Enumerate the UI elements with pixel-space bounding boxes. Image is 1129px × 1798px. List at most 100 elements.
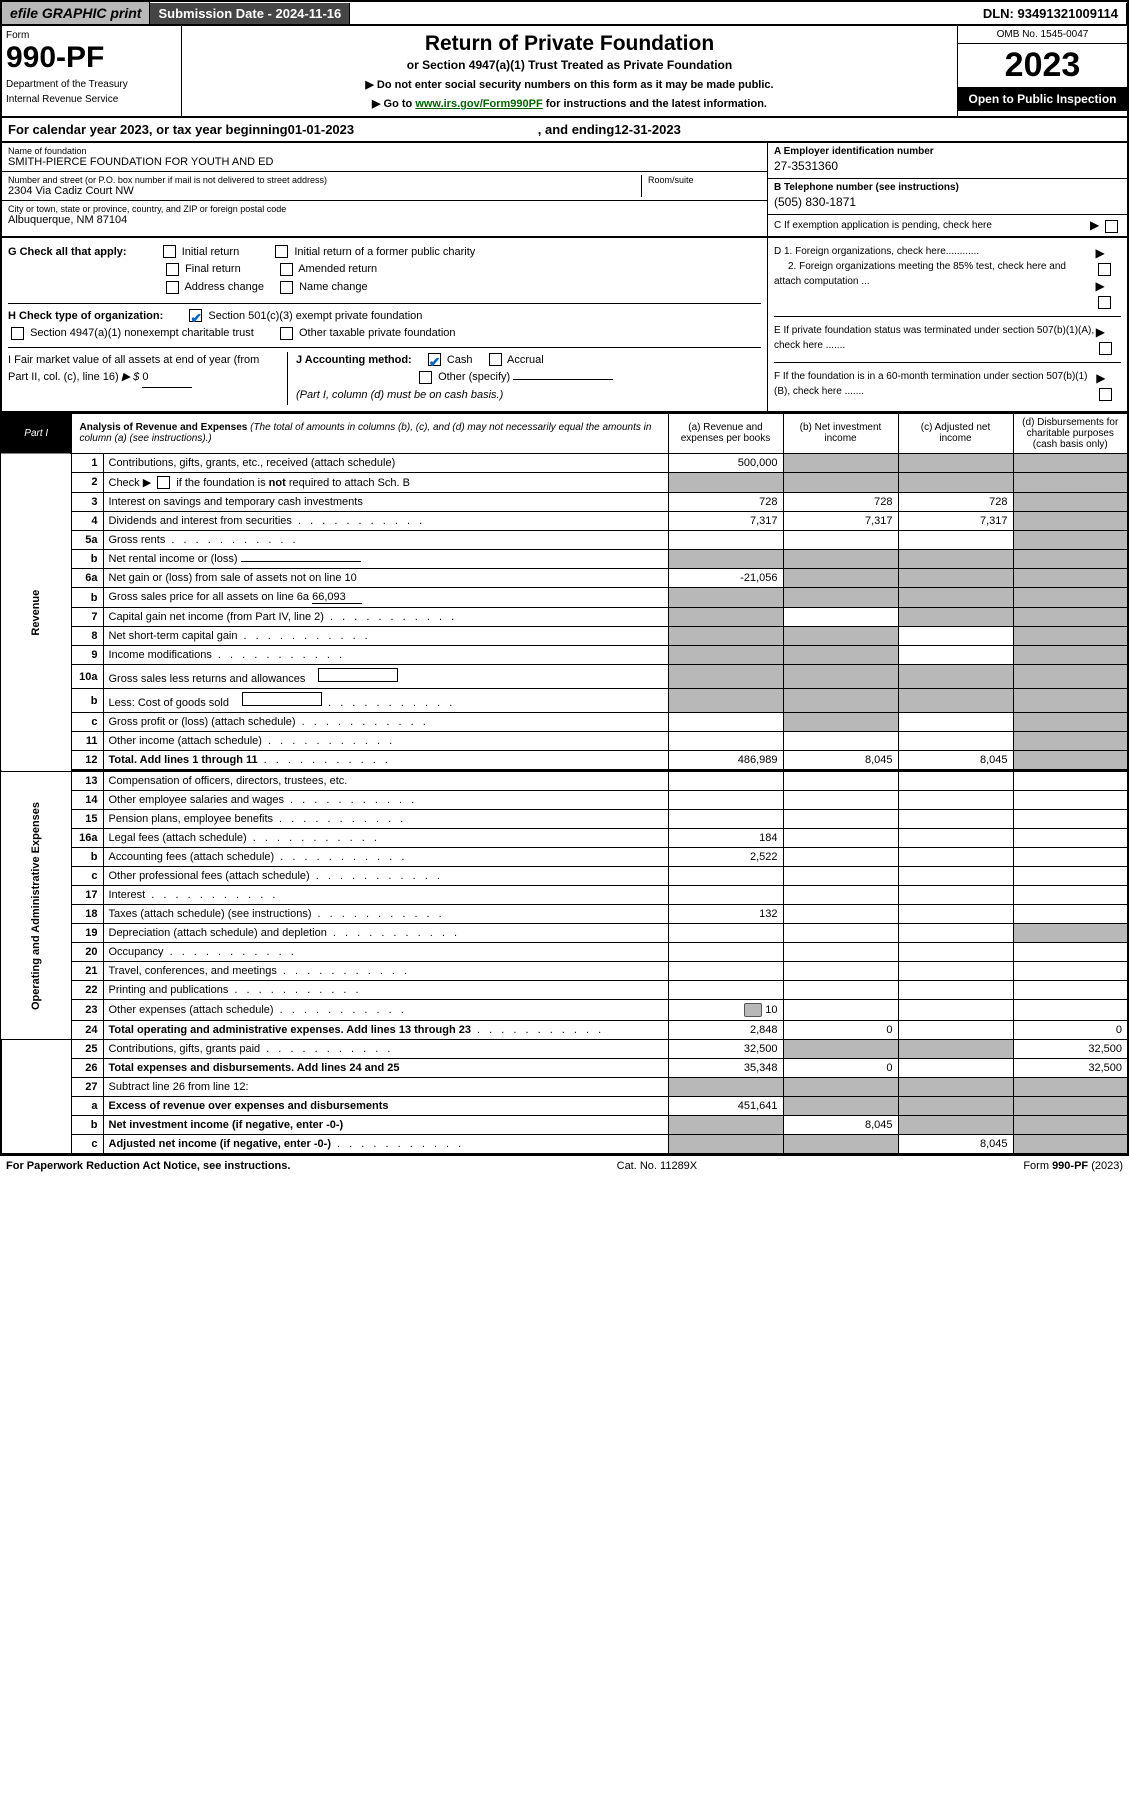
header-right: OMB No. 1545-0047 2023 Open to Public In… (957, 26, 1127, 116)
check-section: G Check all that apply: Initial return I… (0, 238, 1129, 413)
row-gross-sales: Gross sales less returns and allowances (103, 665, 668, 689)
form-ref: Form 990-PF (2023) (1023, 1160, 1123, 1172)
initial-public-checkbox[interactable] (275, 245, 288, 258)
row-occupancy: Occupancy (103, 943, 668, 962)
cash-basis-note: (Part I, column (d) must be on cash basi… (296, 389, 503, 401)
cash-checkbox[interactable] (428, 353, 441, 366)
col-a-header: (a) Revenue and expenses per books (668, 413, 783, 453)
d2-label: 2. Foreign organizations meeting the 85%… (774, 261, 1066, 287)
row-taxes: Taxes (attach schedule) (see instruction… (103, 905, 668, 924)
part1-label: Part I (1, 413, 71, 453)
row-excess: Excess of revenue over expenses and disb… (103, 1097, 668, 1116)
header-left: Form 990-PF Department of the Treasury I… (2, 26, 182, 116)
row-legal-fees: Legal fees (attach schedule) (103, 829, 668, 848)
row-adjusted-net: Adjusted net income (if negative, enter … (103, 1135, 668, 1155)
row-income-mods: Income modifications (103, 646, 668, 665)
row-sch-b: Check ▶ if the foundation is not require… (103, 472, 668, 493)
exemption-pending-label: C If exemption application is pending, c… (774, 220, 992, 231)
final-return-checkbox[interactable] (166, 263, 179, 276)
identification-block: Name of foundation SMITH-PIERCE FOUNDATI… (0, 143, 1129, 238)
name-change-checkbox[interactable] (280, 281, 293, 294)
row-travel: Travel, conferences, and meetings (103, 962, 668, 981)
revenue-side-label: Revenue (1, 453, 71, 772)
city-label: City or town, state or province, country… (8, 204, 761, 214)
address-change-checkbox[interactable] (166, 281, 179, 294)
row-short-term: Net short-term capital gain (103, 627, 668, 646)
efile-print-button[interactable]: efile GRAPHIC print (2, 2, 150, 24)
foreign-org-checkbox[interactable] (1098, 263, 1111, 276)
terminated-checkbox[interactable] (1099, 342, 1112, 355)
omb-number: OMB No. 1545-0047 (958, 26, 1127, 44)
col-b-header: (b) Net investment income (783, 413, 898, 453)
city-value: Albuquerque, NM 87104 (8, 214, 761, 226)
form-header: Form 990-PF Department of the Treasury I… (0, 26, 1129, 118)
initial-return-checkbox[interactable] (163, 245, 176, 258)
top-bar: efile GRAPHIC print Submission Date - 20… (0, 0, 1129, 26)
f-label: F If the foundation is in a 60-month ter… (774, 369, 1096, 402)
form-label: Form (6, 30, 177, 41)
foreign-85-checkbox[interactable] (1098, 296, 1111, 309)
col-c-header: (c) Adjusted net income (898, 413, 1013, 453)
part1-table: Part I Analysis of Revenue and Expenses … (0, 413, 1129, 1156)
row-interest-savings: Interest on savings and temporary cash i… (103, 493, 668, 512)
row-compensation: Compensation of officers, directors, tru… (103, 772, 668, 791)
row-other-expenses: Other expenses (attach schedule) (103, 1000, 668, 1021)
other-method-checkbox[interactable] (419, 371, 432, 384)
60month-checkbox[interactable] (1099, 388, 1112, 401)
row-net-investment: Net investment income (if negative, ente… (103, 1116, 668, 1135)
other-taxable-checkbox[interactable] (280, 327, 293, 340)
irs-label: Internal Revenue Service (6, 94, 177, 105)
e-label: E If private foundation status was termi… (774, 323, 1096, 356)
col-d-header: (d) Disbursements for charitable purpose… (1013, 413, 1128, 453)
row-professional-fees: Other professional fees (attach schedule… (103, 867, 668, 886)
open-inspection-badge: Open to Public Inspection (958, 87, 1127, 111)
irs-link[interactable]: www.irs.gov/Form990PF (415, 98, 542, 110)
phone-value: (505) 830-1871 (774, 193, 1121, 211)
row-dividends: Dividends and interest from securities (103, 512, 668, 531)
attach-icon[interactable] (744, 1003, 762, 1017)
calendar-year-line: For calendar year 2023, or tax year begi… (0, 118, 1129, 143)
dept-treasury: Department of the Treasury (6, 79, 177, 90)
schb-checkbox[interactable] (157, 476, 170, 489)
catalog-number: Cat. No. 11289X (617, 1160, 698, 1172)
row-other-income: Other income (attach schedule) (103, 732, 668, 751)
form-number: 990-PF (6, 41, 177, 75)
address-value: 2304 Via Cadiz Court NW (8, 185, 641, 197)
g-label: G Check all that apply: (8, 246, 127, 258)
form-note-link: ▶ Go to www.irs.gov/Form990PF for instru… (188, 97, 951, 110)
accrual-checkbox[interactable] (489, 353, 502, 366)
exemption-checkbox[interactable] (1105, 220, 1118, 233)
address-label: Number and street (or P.O. box number if… (8, 175, 641, 185)
fmv-value: 0 (142, 369, 192, 388)
form-title: Return of Private Foundation (188, 32, 951, 56)
row-contributions: Contributions, gifts, grants, etc., rece… (103, 453, 668, 472)
d1-label: D 1. Foreign organizations, check here..… (774, 246, 979, 257)
row-capital-gain: Capital gain net income (from Part IV, l… (103, 608, 668, 627)
paperwork-notice: For Paperwork Reduction Act Notice, see … (6, 1160, 290, 1172)
foundation-name: SMITH-PIERCE FOUNDATION FOR YOUTH AND ED (8, 156, 761, 168)
h-label: H Check type of organization: (8, 310, 163, 322)
row-gross-sales-price: Gross sales price for all assets on line… (103, 588, 668, 608)
501c3-checkbox[interactable] (189, 309, 202, 322)
row-cogs: Less: Cost of goods sold (103, 689, 668, 713)
row-pension: Pension plans, employee benefits (103, 810, 668, 829)
row-gross-rents: Gross rents (103, 531, 668, 550)
form-subtitle: or Section 4947(a)(1) Trust Treated as P… (188, 58, 951, 72)
dln-label: DLN: 93491321009114 (975, 3, 1127, 24)
ein-label: A Employer identification number (774, 146, 1121, 157)
row-contributions-paid: Contributions, gifts, grants paid (103, 1040, 668, 1059)
phone-label: B Telephone number (see instructions) (774, 182, 1121, 193)
room-suite-label: Room/suite (648, 175, 761, 185)
form-note-ssn: ▶ Do not enter social security numbers o… (188, 78, 951, 91)
foundation-name-label: Name of foundation (8, 146, 761, 156)
row-total-operating: Total operating and administrative expen… (103, 1021, 668, 1040)
amended-return-checkbox[interactable] (280, 263, 293, 276)
ein-value: 27-3531360 (774, 157, 1121, 175)
row-net-rental: Net rental income or (loss) (103, 550, 668, 569)
row-depreciation: Depreciation (attach schedule) and deple… (103, 924, 668, 943)
submission-date-label: Submission Date - 2024-11-16 (150, 3, 350, 24)
row-printing: Printing and publications (103, 981, 668, 1000)
4947-checkbox[interactable] (11, 327, 24, 340)
page-footer: For Paperwork Reduction Act Notice, see … (0, 1155, 1129, 1176)
header-center: Return of Private Foundation or Section … (182, 26, 957, 116)
